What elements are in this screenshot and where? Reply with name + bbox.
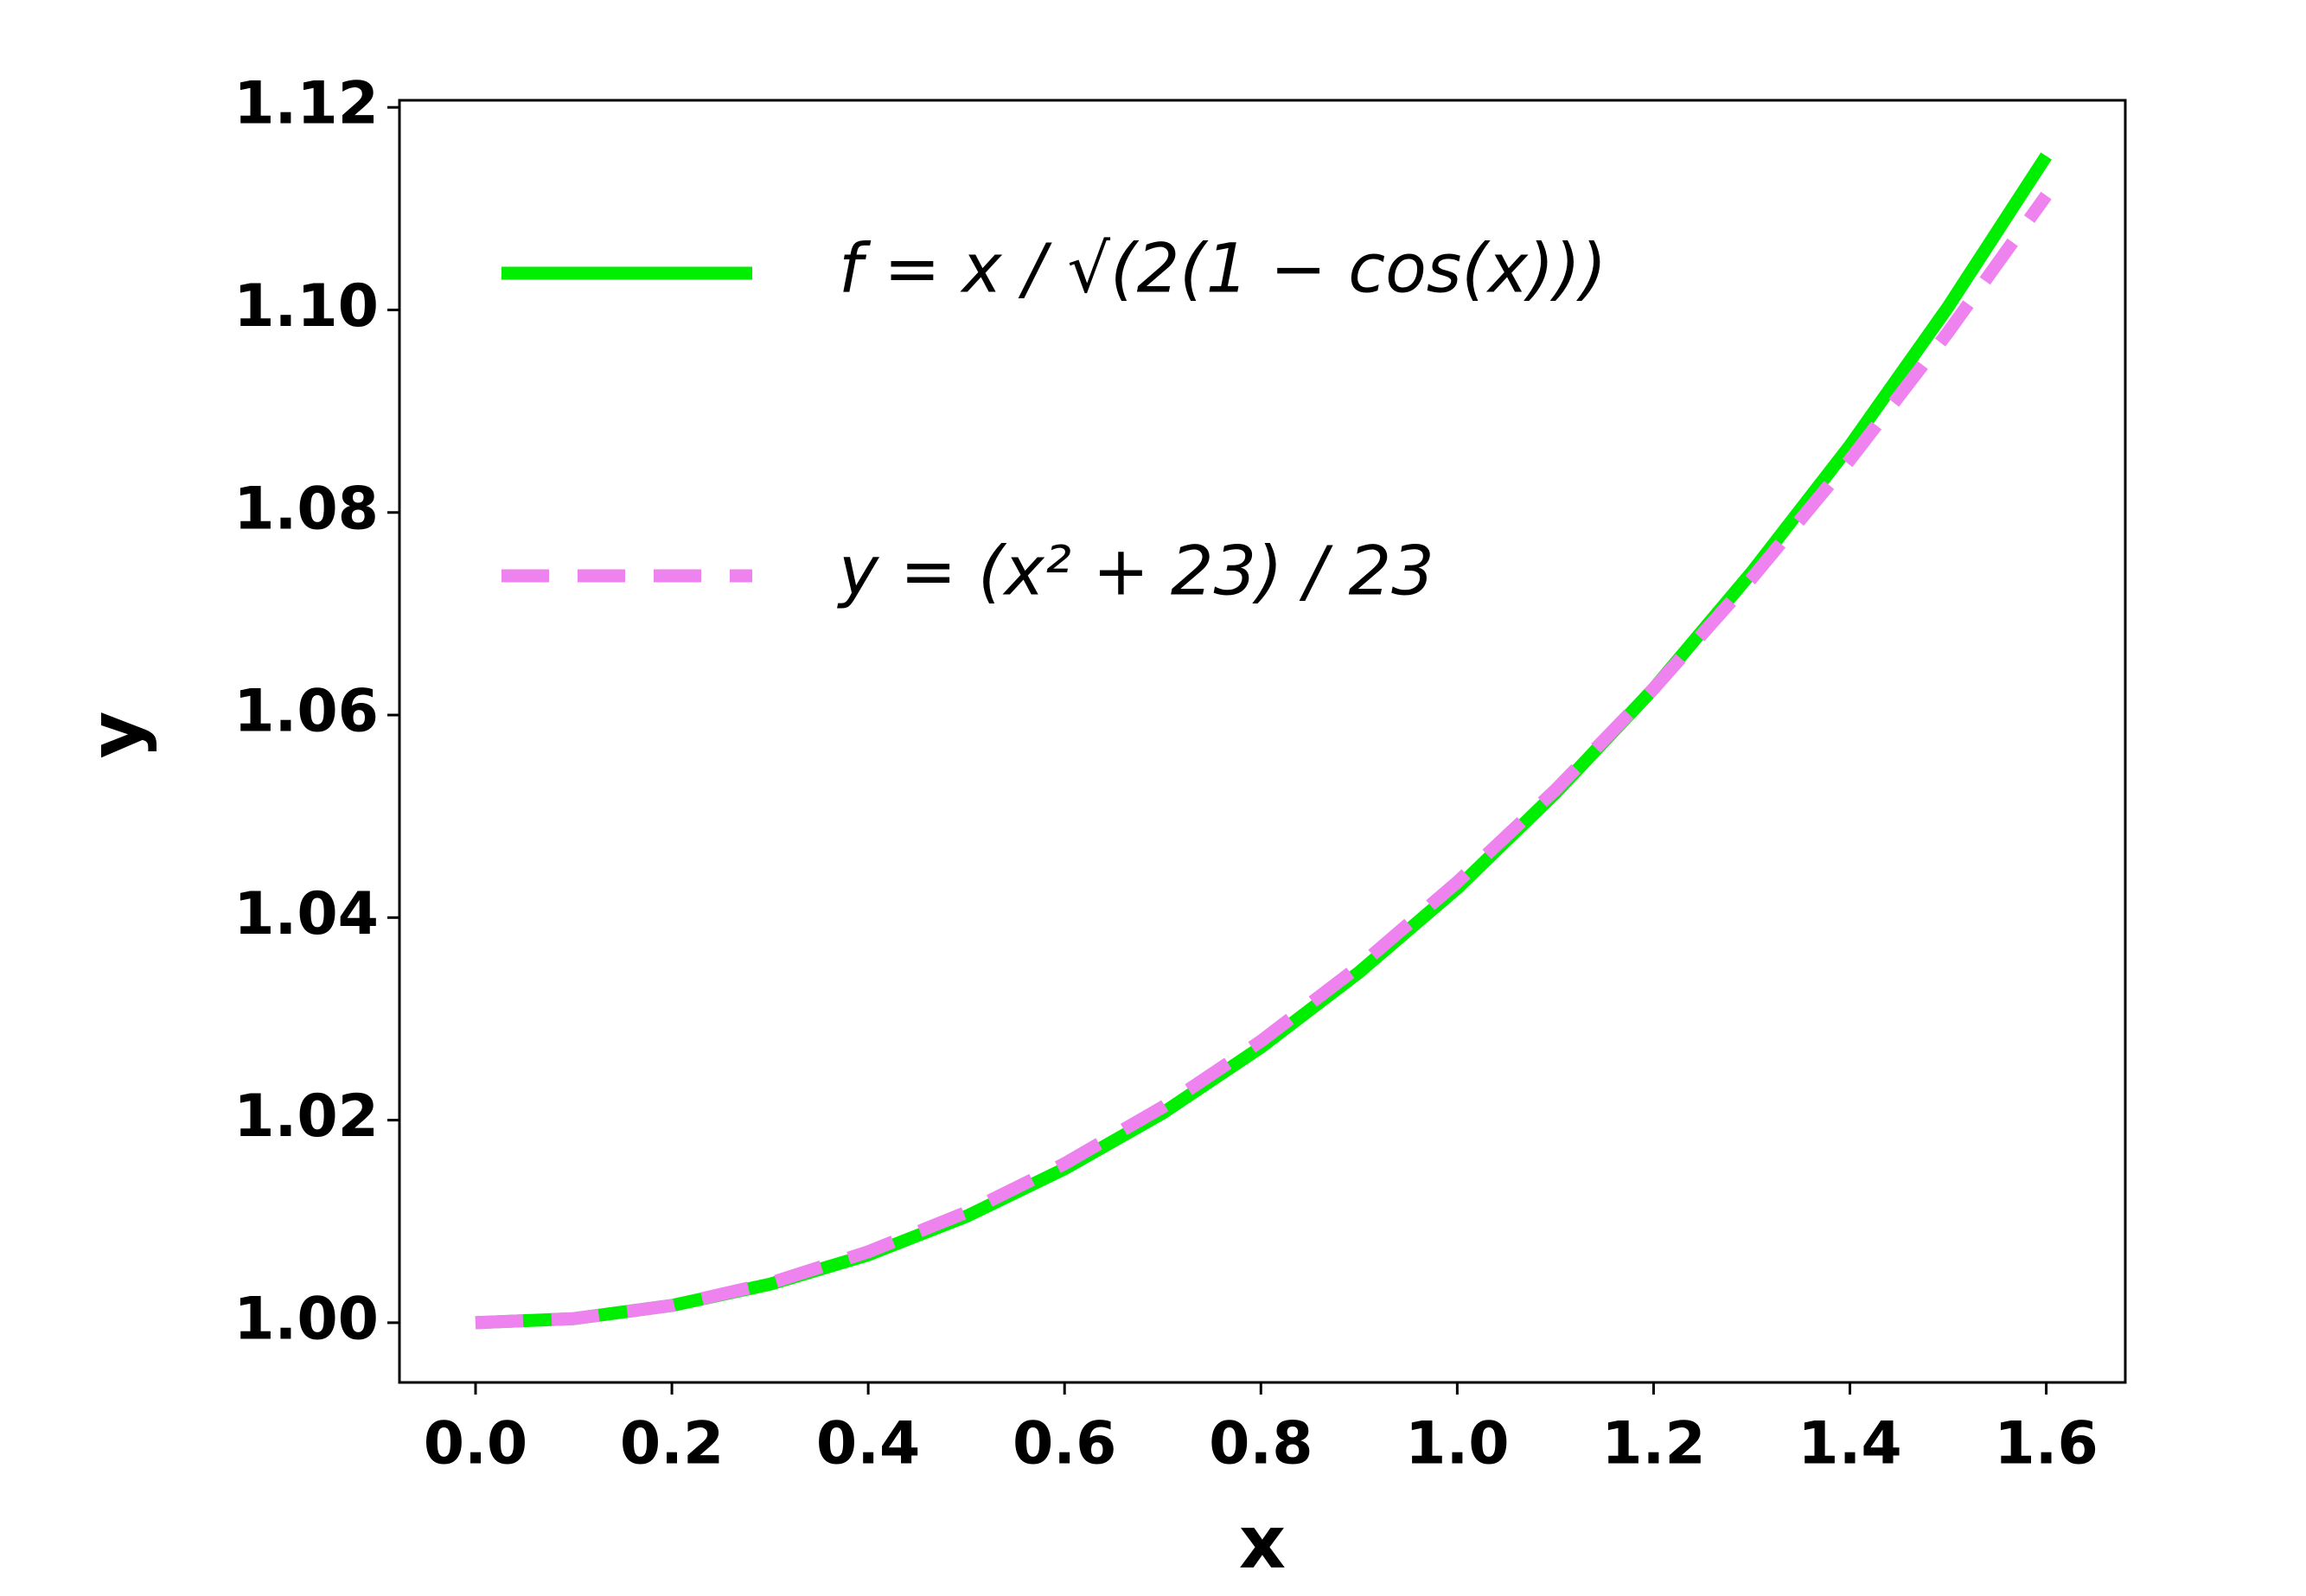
x-tick-label: 1.2 xyxy=(1601,1410,1705,1478)
x-tick-label: 0.0 xyxy=(424,1410,527,1478)
x-axis-label: x xyxy=(1239,1500,1286,1585)
y-tick-label: 1.00 xyxy=(233,1285,379,1353)
line-series xyxy=(475,152,2052,1330)
line-series xyxy=(475,191,2052,1330)
y-tick-label: 1.10 xyxy=(233,272,379,341)
x-tick-label: 0.4 xyxy=(816,1410,920,1478)
legend-label: f = x / √(2(1 − cos(x))) xyxy=(839,230,1607,308)
x-tick-label: 0.8 xyxy=(1209,1410,1313,1478)
x-tick-label: 1.0 xyxy=(1405,1410,1509,1478)
x-tick-label: 1.6 xyxy=(1994,1410,2098,1478)
legend-label: y = (x² + 23) / 23 xyxy=(837,533,1434,610)
y-tick-label: 1.02 xyxy=(233,1082,379,1151)
plot-frame xyxy=(398,99,2127,1384)
y-tick-label: 1.06 xyxy=(233,678,379,746)
y-axis-label: y xyxy=(73,712,158,759)
y-tick-label: 1.12 xyxy=(233,70,379,138)
x-tick-label: 0.2 xyxy=(620,1410,724,1478)
x-tick-label: 1.4 xyxy=(1798,1410,1901,1478)
x-tick-label: 0.6 xyxy=(1012,1410,1116,1478)
y-tick-label: 1.08 xyxy=(233,475,379,543)
y-tick-label: 1.04 xyxy=(233,880,379,948)
